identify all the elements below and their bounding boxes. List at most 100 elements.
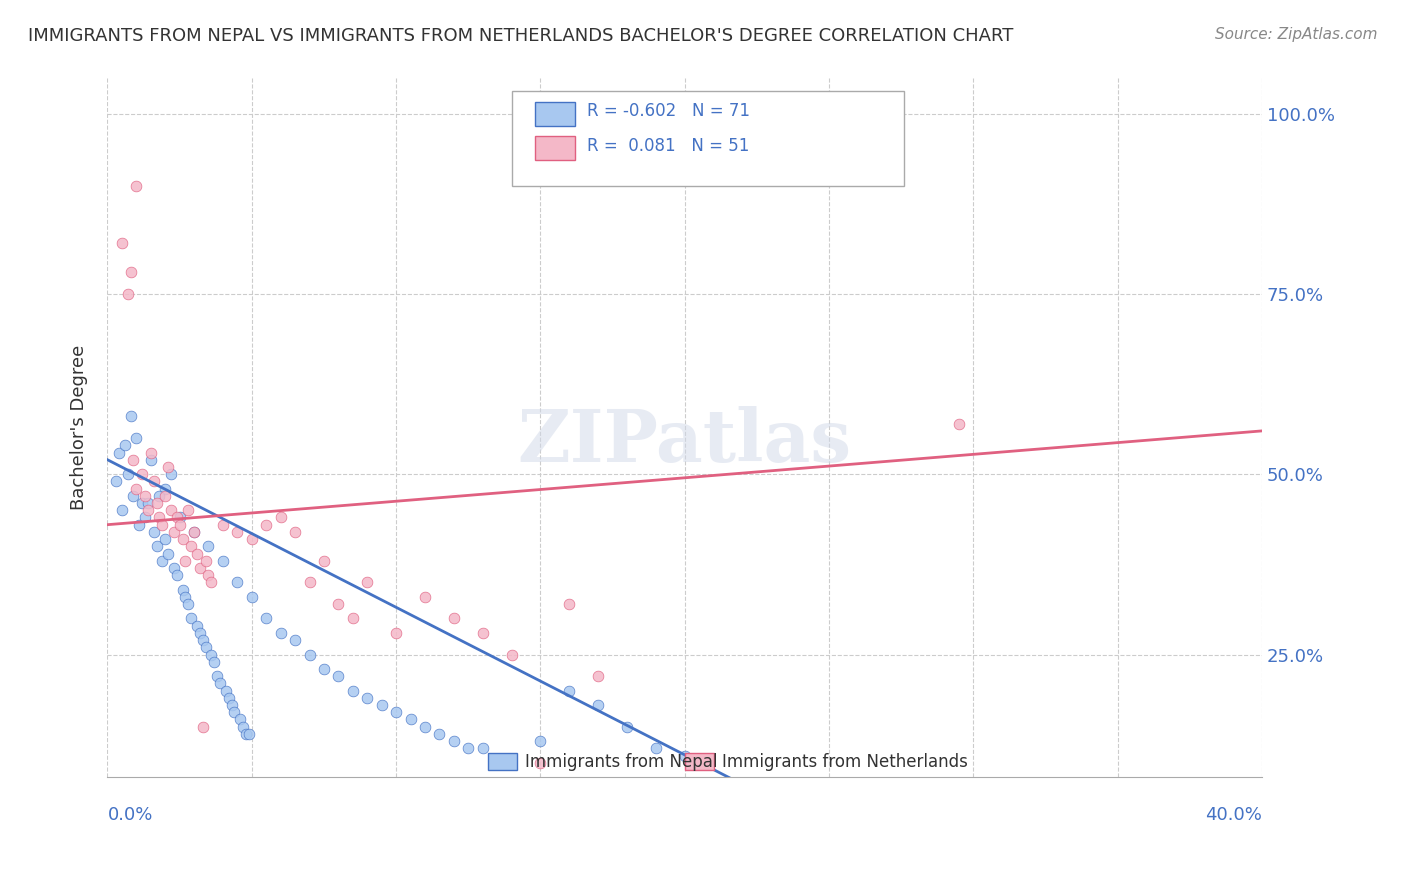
Point [673,748,696,763]
Point [169,510,191,524]
Point [529,734,551,748]
Text: ZIPatlas: ZIPatlas [517,406,852,477]
Point [240,590,263,604]
Point [197,539,219,553]
Point [205,669,228,683]
Point [284,524,307,539]
Point [202,655,225,669]
FancyBboxPatch shape [488,753,517,770]
Point [399,713,422,727]
Point [166,568,188,582]
Point [429,727,451,741]
Text: R =  0.081   N = 51: R = 0.081 N = 51 [586,137,749,155]
Point [169,517,191,532]
Point [128,517,150,532]
Point [212,517,235,532]
Point [186,618,208,632]
Point [105,475,128,489]
Point [200,575,222,590]
Point [180,539,202,553]
Point [108,445,131,459]
Point [586,698,609,712]
Point [157,547,180,561]
Point [183,524,205,539]
Point [163,561,186,575]
Point [188,626,211,640]
Point [136,503,159,517]
Point [298,575,321,590]
Point [270,626,292,640]
Point [194,640,217,655]
Point [208,676,231,690]
Point [150,517,173,532]
Point [148,510,170,524]
Point [328,669,350,683]
Point [370,698,392,712]
Point [139,452,162,467]
Point [235,727,257,741]
Point [328,597,350,611]
Point [111,503,134,517]
Point [111,236,134,251]
Point [312,662,335,676]
Point [191,720,214,734]
Point [200,648,222,662]
Text: 40.0%: 40.0% [1205,806,1263,824]
Point [134,510,156,524]
Point [183,524,205,539]
Point [224,705,246,719]
Point [153,489,176,503]
Point [125,431,148,445]
Point [342,611,364,625]
Point [221,698,243,712]
Point [174,554,197,568]
Point [131,467,153,482]
Text: Immigrants from Nepal: Immigrants from Nepal [526,753,718,771]
Point [616,720,638,734]
Point [240,532,263,546]
Point [342,683,364,698]
Point [471,741,494,756]
Point [153,532,176,546]
Point [122,452,145,467]
Point [157,460,180,475]
Point [254,517,277,532]
Point [148,489,170,503]
Point [413,720,436,734]
Point [114,438,136,452]
Point [212,554,235,568]
Point [163,524,186,539]
Point [226,524,249,539]
Point [218,690,240,705]
Point [586,669,609,683]
Point [644,741,666,756]
FancyBboxPatch shape [512,92,904,186]
Point [356,575,378,590]
Point [501,648,523,662]
Point [270,510,292,524]
Point [443,734,465,748]
Point [443,611,465,625]
Point [471,626,494,640]
Text: IMMIGRANTS FROM NEPAL VS IMMIGRANTS FROM NETHERLANDS BACHELOR'S DEGREE CORRELATI: IMMIGRANTS FROM NEPAL VS IMMIGRANTS FROM… [28,27,1014,45]
Point [254,611,277,625]
Point [150,554,173,568]
Point [191,633,214,648]
Point [166,510,188,524]
Point [160,467,183,482]
Text: Source: ZipAtlas.com: Source: ZipAtlas.com [1215,27,1378,42]
Point [226,575,249,590]
Point [215,683,238,698]
Point [558,597,581,611]
Point [558,683,581,698]
FancyBboxPatch shape [534,136,575,160]
Point [142,475,165,489]
Point [172,532,194,546]
Point [948,417,970,431]
Point [298,648,321,662]
Point [122,489,145,503]
Point [174,590,197,604]
Point [356,690,378,705]
Point [188,561,211,575]
Point [284,633,307,648]
